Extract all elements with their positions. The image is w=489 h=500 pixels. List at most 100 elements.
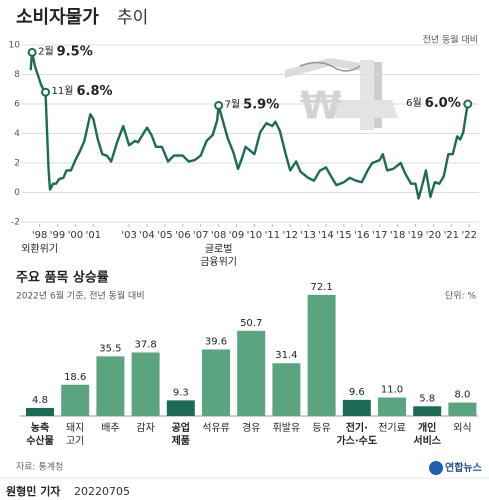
x-tick-label: '08 xyxy=(211,230,226,241)
x-tick-label: '17 xyxy=(372,230,387,241)
x-tick-label: '16 xyxy=(354,230,369,241)
callout-month: 11월 xyxy=(52,85,74,97)
x-note: 외환위기 xyxy=(21,242,58,255)
value-label: 18.6 xyxy=(64,372,86,383)
callout-month: 6월 xyxy=(406,97,422,109)
bar xyxy=(166,400,195,416)
bar xyxy=(307,294,336,416)
value-label: 8.0 xyxy=(454,390,470,401)
category-label: 전기· xyxy=(346,421,368,434)
callout-dot xyxy=(463,99,473,109)
bar xyxy=(378,397,406,416)
callout-month: 7월 xyxy=(225,98,241,110)
y-tick-label: 4 xyxy=(14,129,20,139)
callout-value: 6.0% xyxy=(425,96,461,111)
bar xyxy=(61,384,90,416)
callout: 2월 9.5% xyxy=(38,44,93,59)
callout-value: 5.9% xyxy=(243,97,279,112)
x-tick-label: '21 xyxy=(444,230,459,241)
chart-subtitle: 전년 동월 대비 xyxy=(423,34,478,46)
x-tick-label: '22 xyxy=(461,230,476,241)
logo: 연합뉴스 xyxy=(445,461,482,474)
category-label: 농축 xyxy=(31,421,49,434)
byline-date: 20220705 xyxy=(74,485,130,498)
value-label: 35.5 xyxy=(99,343,121,354)
chart-title: 소비자물가 xyxy=(16,7,99,28)
x-tick-label: '01 xyxy=(86,230,101,241)
category-label: 제품 xyxy=(172,434,190,447)
value-label: 11.0 xyxy=(381,385,403,396)
logo-icon xyxy=(429,461,443,475)
value-label: 9.3 xyxy=(173,387,189,398)
callout: 7월 5.9% xyxy=(225,97,280,112)
y-tick-label: 6 xyxy=(14,100,20,110)
bar xyxy=(342,399,371,416)
x-tick-label: '12 xyxy=(282,230,297,241)
bar xyxy=(237,330,266,416)
category-label: 감자 xyxy=(136,422,154,434)
callout-value: 9.5% xyxy=(57,44,93,59)
bar xyxy=(272,363,301,416)
x-note: 금융위기 xyxy=(200,255,237,268)
category-label: 가스·수도 xyxy=(336,434,377,447)
category-label: 돼지 xyxy=(66,422,84,434)
category-label: 고기 xyxy=(66,435,84,447)
value-label: 9.6 xyxy=(349,387,365,398)
value-label: 4.8 xyxy=(32,395,48,406)
value-label: 72.1 xyxy=(310,282,332,293)
category-label: 전기료 xyxy=(378,422,406,434)
value-label: 50.7 xyxy=(240,318,262,329)
value-label: 5.8 xyxy=(419,393,435,404)
x-tick-label: '13 xyxy=(300,230,315,241)
y-tick-label: 8 xyxy=(14,70,20,80)
y-tick-label: 2 xyxy=(14,159,20,169)
value-label: 39.6 xyxy=(205,336,227,347)
category-label: 수산물 xyxy=(26,434,54,447)
x-tick-label: '06 xyxy=(175,230,190,241)
bar-title: 주요 품목 상승률 xyxy=(16,271,109,286)
source: 자료: 통계청 xyxy=(16,461,63,473)
category-label: 개인 xyxy=(418,421,436,434)
category-label: 공업 xyxy=(172,421,190,434)
y-tick-label: 0 xyxy=(14,188,20,198)
bar xyxy=(413,406,442,416)
callout-value: 6.8% xyxy=(76,84,112,99)
y-tick-label: 10 xyxy=(9,41,21,51)
x-note: 글로벌 xyxy=(205,243,233,255)
category-label: 등유 xyxy=(312,422,330,434)
bar xyxy=(448,402,477,416)
bar-unit: 단위: % xyxy=(445,291,476,302)
bar xyxy=(131,352,160,416)
category-label: 외식 xyxy=(453,422,471,434)
x-tick-label: '04 xyxy=(139,230,154,241)
bar-subtitle: 2022년 6월 기준, 전년 동월 대비 xyxy=(16,290,145,302)
x-tick-label: '98 xyxy=(32,230,47,241)
cpi-line xyxy=(29,51,469,200)
x-tick-label: '07 xyxy=(193,230,208,241)
bar xyxy=(26,407,54,416)
x-tick-label: '00 xyxy=(68,230,83,241)
callout-dot xyxy=(27,47,37,57)
x-tick-label: '14 xyxy=(318,230,333,241)
illustration: ₩ xyxy=(285,58,398,130)
x-tick-label: '15 xyxy=(336,230,351,241)
callout: 6월 6.0% xyxy=(406,96,461,111)
x-tick-label: '05 xyxy=(157,230,172,241)
x-tick-label: '09 xyxy=(229,230,244,241)
value-label: 37.8 xyxy=(134,339,156,350)
x-tick-label: '19 xyxy=(408,230,423,241)
value-label: 31.4 xyxy=(275,350,297,361)
x-tick-label: '18 xyxy=(390,230,405,241)
category-label: 휘발유 xyxy=(273,422,301,434)
category-label: 경유 xyxy=(242,421,260,434)
won-sign: ₩ xyxy=(300,84,342,128)
byline-name: 원형민 기자 xyxy=(6,484,61,498)
x-tick-label: '03 xyxy=(121,230,136,241)
x-tick-label: '99 xyxy=(50,230,65,241)
category-label: 석유류 xyxy=(202,422,230,434)
chart-title-suffix: 추이 xyxy=(117,8,148,28)
x-tick-label: '10 xyxy=(247,230,262,241)
x-tick-label: '20 xyxy=(426,230,441,241)
